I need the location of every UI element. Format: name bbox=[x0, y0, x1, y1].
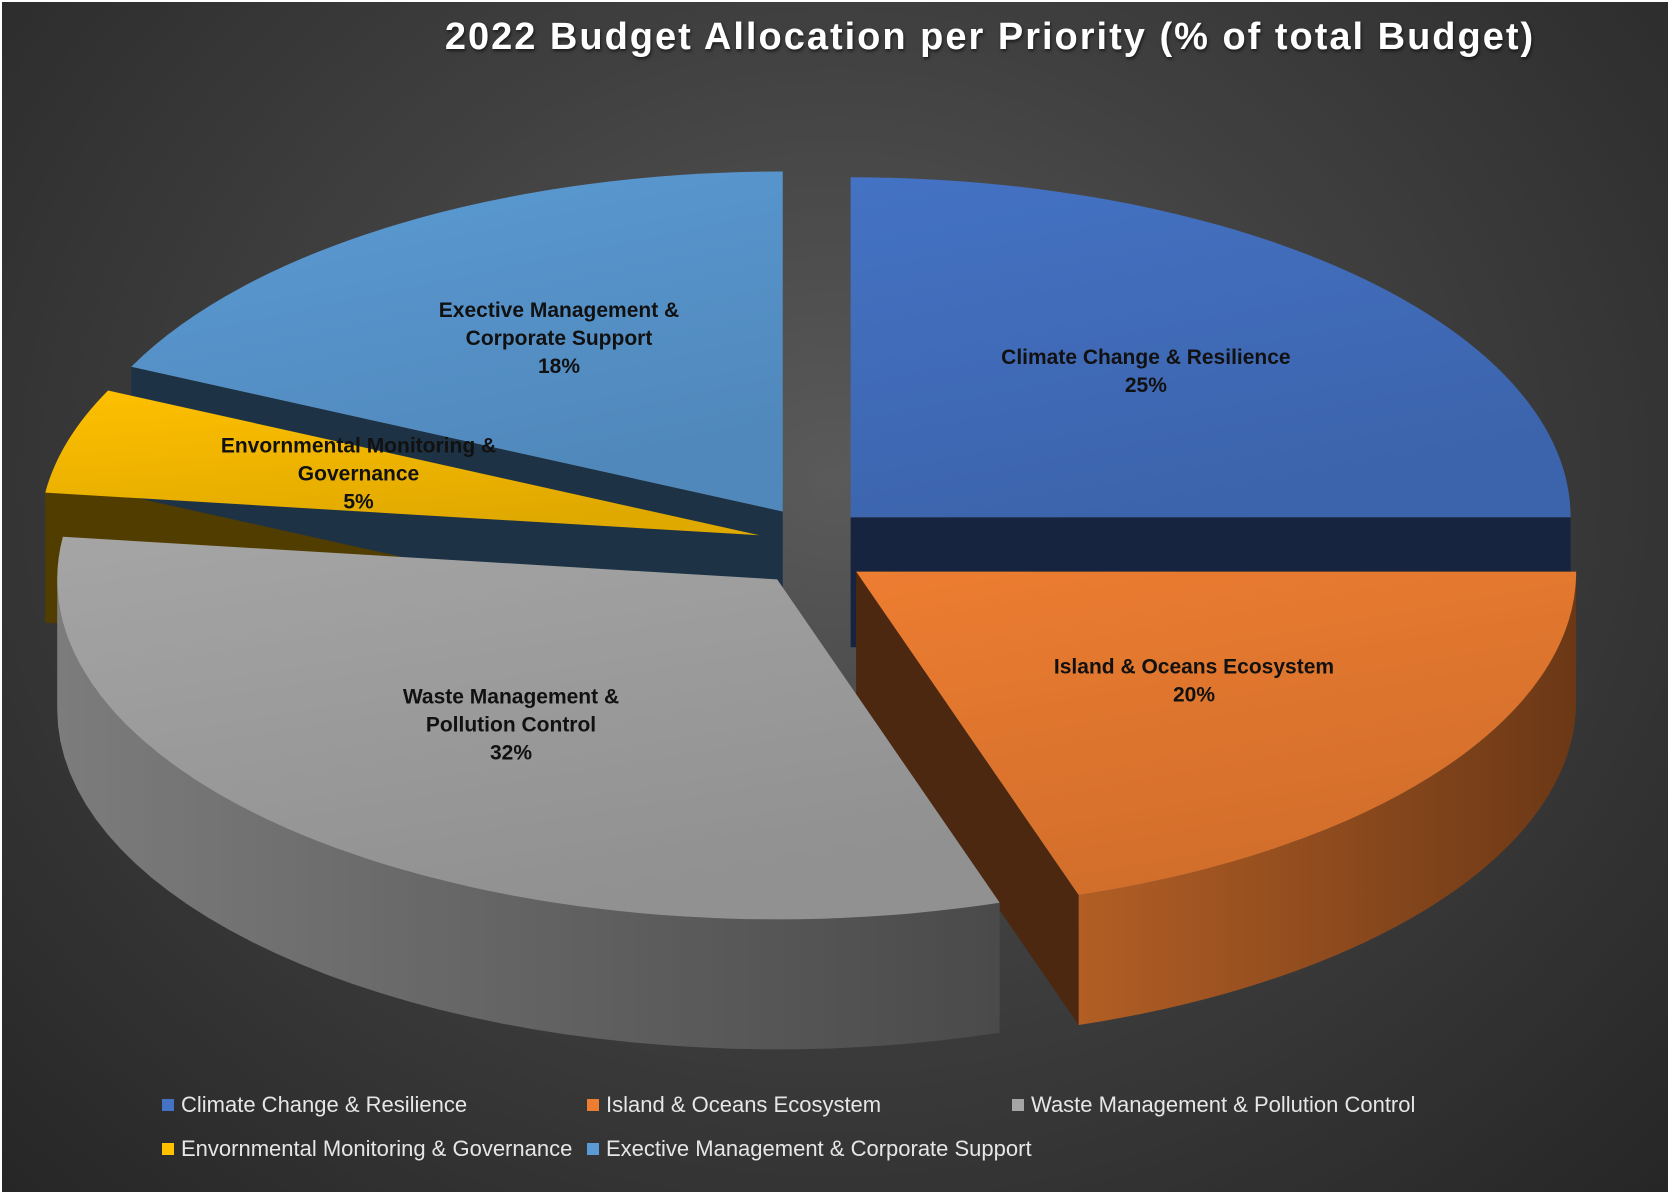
legend-swatch bbox=[587, 1143, 599, 1155]
slice-label: Climate Change & Resilience 25% bbox=[1001, 346, 1290, 397]
legend-row: Climate Change & Resilience Island & Ocea… bbox=[162, 1092, 1522, 1122]
legend-item: Waste Management & Pollution Control bbox=[1012, 1092, 1415, 1118]
slice-category-label: Waste Management & bbox=[403, 685, 619, 708]
legend-label: Envornmental Monitoring & Governance bbox=[181, 1136, 573, 1161]
chart-title: 2022 Budget Allocation per Priority (% o… bbox=[444, 16, 1536, 58]
slice-category-label: Island & Oceans Ecosystem bbox=[1054, 656, 1334, 679]
slice-exective-management-corporate-support bbox=[131, 171, 783, 512]
legend-item: Island & Oceans Ecosystem bbox=[587, 1092, 881, 1118]
slice-waste-management-pollution-control bbox=[57, 536, 1000, 920]
slice-climate-change-resilience bbox=[850, 177, 1571, 518]
slice-category-label: Governance bbox=[298, 462, 419, 485]
slice-value-label: 25% bbox=[1125, 374, 1167, 397]
legend-swatch bbox=[162, 1099, 174, 1111]
legend-swatch bbox=[1012, 1099, 1024, 1111]
slice-labels: Climate Change & Resilience 25% Island & O… bbox=[221, 299, 1334, 764]
legend-swatch bbox=[162, 1143, 174, 1155]
slice-wall bbox=[856, 571, 1079, 1026]
slice-label: Island & Oceans Ecosystem 20% bbox=[1054, 656, 1334, 707]
slice-tops bbox=[45, 171, 1577, 920]
slice-label: Waste Management & Pollution Control 32% bbox=[403, 685, 619, 764]
legend-label: Waste Management & Pollution Control bbox=[1031, 1092, 1416, 1117]
legend-row: Envornmental Monitoring & Governance Exec… bbox=[162, 1136, 1522, 1166]
slice-label: Envornmental Monitoring & Governance 5% bbox=[221, 434, 496, 513]
slice-category-label: Pollution Control bbox=[426, 713, 596, 736]
legend-label: Climate Change & Resilience bbox=[181, 1092, 468, 1117]
slice-category-label: Exective Management & bbox=[439, 299, 679, 322]
legend-item: Climate Change & Resilience bbox=[162, 1092, 467, 1118]
slice-value-label: 20% bbox=[1173, 684, 1215, 707]
slice-side bbox=[1078, 571, 1577, 1026]
slice-category-label: Climate Change & Resilience bbox=[1001, 346, 1290, 369]
legend-item: Exective Management & Corporate Support bbox=[587, 1136, 1032, 1162]
legend-swatch bbox=[587, 1099, 599, 1111]
slice-side bbox=[57, 579, 1000, 1050]
slice-envornmental-monitoring-governance bbox=[45, 390, 760, 536]
slice-value-label: 5% bbox=[343, 490, 374, 513]
legend-label: Exective Management & Corporate Support bbox=[606, 1136, 1032, 1161]
slice-island-oceans-ecosystem bbox=[856, 571, 1577, 896]
legend-item: Envornmental Monitoring & Governance bbox=[162, 1136, 572, 1162]
slice-category-label: Envornmental Monitoring & bbox=[221, 434, 496, 457]
legend-label: Island & Oceans Ecosystem bbox=[606, 1092, 882, 1117]
slice-value-label: 32% bbox=[490, 741, 532, 764]
slice-category-label: Corporate Support bbox=[466, 327, 653, 350]
slice-value-label: 18% bbox=[538, 355, 580, 378]
slice-label: Exective Management & Corporate Support 18… bbox=[439, 299, 679, 378]
